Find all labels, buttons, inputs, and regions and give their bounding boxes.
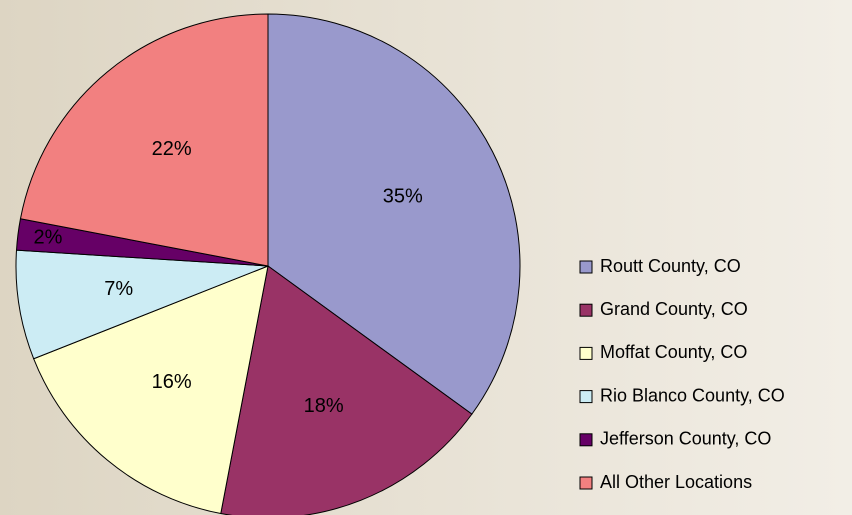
legend-label: Jefferson County, CO: [600, 429, 771, 449]
pie-slice: [33, 265, 269, 515]
legend-swatch: [579, 303, 593, 317]
pie-slice: [15, 249, 269, 360]
pie-slice: [19, 13, 269, 267]
legend-label: Grand County, CO: [600, 299, 748, 319]
legend-swatch: [579, 346, 593, 360]
data-label: 22%: [152, 138, 192, 160]
data-label: 18%: [304, 395, 344, 417]
legend-swatch: [579, 260, 593, 274]
data-label: 2%: [34, 226, 63, 248]
data-label: 35%: [383, 186, 423, 208]
pie-slice: [220, 265, 473, 515]
pie-slice: [267, 13, 521, 415]
data-label: 16%: [152, 371, 192, 393]
legend-swatch: [579, 433, 593, 447]
legend-swatch: [579, 390, 593, 404]
data-label: 7%: [104, 278, 133, 300]
legend-label: Rio Blanco County, CO: [600, 385, 785, 405]
legend-label: All Other Locations: [600, 472, 752, 492]
legend-label: Routt County, CO: [600, 256, 741, 276]
legend-label: Moffat County, CO: [600, 342, 747, 362]
legend-swatch: [579, 476, 593, 490]
